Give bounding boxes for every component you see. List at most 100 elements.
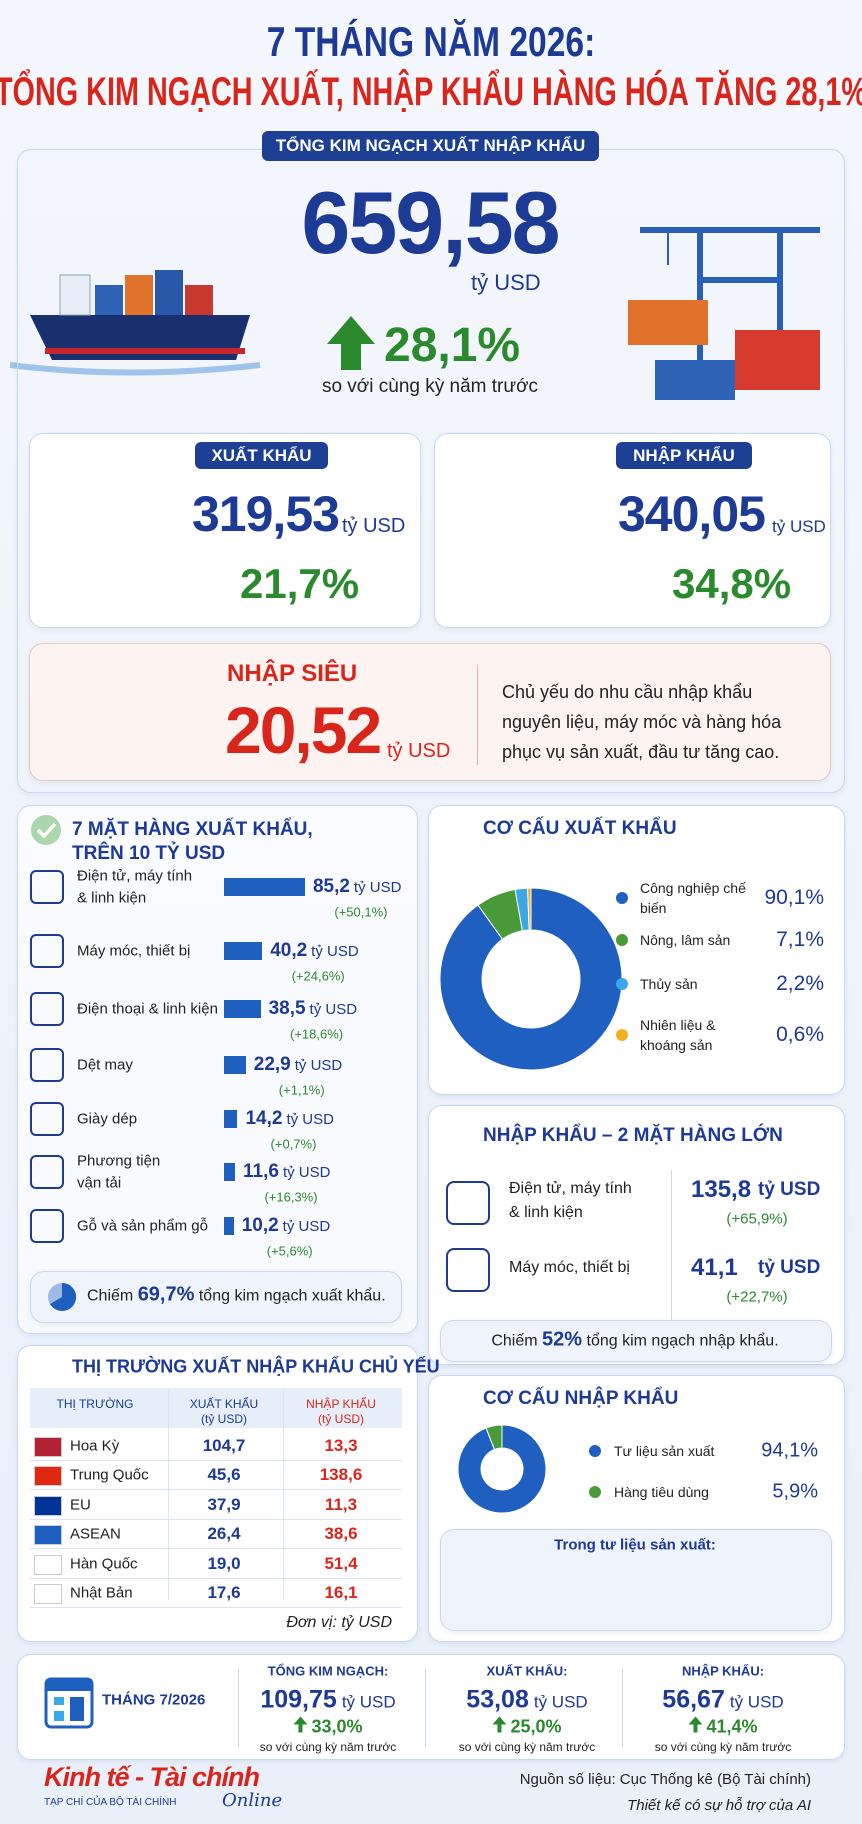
- total-label: TỔNG KIM NGẠCH XUẤT NHẬP KHẨU: [262, 131, 599, 161]
- value-label: 40,2: [270, 940, 308, 961]
- import-unit: tỷ USD: [772, 517, 826, 536]
- item-name: Điện tử, máy tính: [77, 867, 193, 885]
- title-line: 7 MẶT HÀNG XUẤT KHẨU,: [72, 819, 313, 840]
- flag: [34, 1437, 62, 1457]
- item-icon: [30, 1209, 64, 1243]
- share-box: [30, 1271, 402, 1323]
- table-header-cell: (tỷ USD): [201, 1412, 247, 1426]
- july-item-label: TỔNG KIM NGẠCH:: [267, 1663, 389, 1679]
- export-value: 17,6: [207, 1583, 241, 1602]
- item-icon: [446, 1181, 490, 1225]
- col-line: [283, 1390, 284, 1600]
- row-line: [30, 1548, 402, 1550]
- growth: 41,4%: [706, 1716, 758, 1737]
- brand-sub: Online: [222, 1790, 283, 1811]
- import-value: 340,05: [618, 486, 766, 542]
- flag: [34, 1584, 62, 1604]
- value-label: 10,2: [241, 1215, 279, 1236]
- july-item-note: so với cùng kỳ năm trước: [259, 1740, 397, 1754]
- total-note: so với cùng kỳ năm trước: [321, 376, 539, 397]
- item-growth: (+22,7%): [726, 1288, 788, 1306]
- unit: tỷ USD: [282, 1164, 331, 1181]
- item-value: 10,2 tỷ USD: [242, 1215, 331, 1237]
- export-value: 37,9: [207, 1494, 241, 1514]
- july-item-value: 53,08 tỷ USD: [466, 1686, 587, 1715]
- divider: [425, 1668, 426, 1748]
- item-value: 11,6 tỷ USD: [243, 1161, 330, 1183]
- value: 53,08: [466, 1685, 529, 1714]
- import-value: 16,1: [324, 1583, 358, 1602]
- arrow-icon: [688, 1716, 703, 1733]
- ship-icon: [9, 270, 261, 376]
- donut-segment: [485, 1424, 503, 1451]
- market-name: ASEAN: [70, 1525, 121, 1543]
- item-name: vận tải: [77, 1174, 122, 1192]
- value: 109,75: [260, 1685, 337, 1714]
- unit: tỷ USD: [341, 1692, 396, 1712]
- legend-label: Nông, lâm sản: [640, 932, 731, 948]
- market-name: Trung Quốc: [70, 1466, 149, 1484]
- import-value: 51,4: [324, 1553, 358, 1573]
- sub-box: [440, 1529, 832, 1631]
- import-top-title: NHẬP KHẨU – 2 MẶT HÀNG LỚN: [483, 1125, 783, 1146]
- value-label: 85,2: [312, 876, 350, 897]
- credit: Thiết kế có sự hỗ trợ của AI: [627, 1797, 811, 1814]
- item-icon: [30, 934, 64, 968]
- surplus-line: Chủ yếu do nhu cầu nhập khẩu: [502, 682, 753, 702]
- pie-icon: [48, 1282, 77, 1311]
- table-header: [30, 1388, 402, 1428]
- surplus-line: nguyên liệu, máy móc và hàng hóa: [502, 712, 782, 732]
- surplus-line: phục vụ sản xuất, đầu tư tăng cao.: [502, 742, 780, 762]
- item-icon: [30, 1102, 64, 1136]
- legend-label: Hàng tiêu dùng: [614, 1484, 709, 1500]
- legend-value: 7,1%: [776, 928, 824, 951]
- item-name: Gỗ và sản phẩm gỗ: [77, 1217, 208, 1235]
- july-item-label: NHẬP KHẨU:: [681, 1663, 765, 1679]
- legend-value: 0,6%: [776, 1023, 824, 1046]
- item-growth: (+24,6%): [291, 968, 345, 984]
- export-label: XUẤT KHẨU: [195, 442, 328, 469]
- market-name: EU: [70, 1496, 91, 1514]
- divider: [671, 1170, 672, 1320]
- item-name: Phương tiện: [77, 1152, 161, 1170]
- surplus-unit: tỷ USD: [387, 740, 451, 762]
- legend-dot: [616, 934, 628, 946]
- item-icon: [30, 870, 64, 904]
- july-card: [17, 1654, 845, 1760]
- markets-note: Đơn vị: tỷ USD: [286, 1614, 392, 1631]
- total-growth: 28,1%: [384, 319, 521, 372]
- share-value: 52%: [542, 1328, 583, 1351]
- legend-label: Tư liệu sản xuất: [614, 1443, 715, 1459]
- legend-label: Nhiên liệu & khoáng sản: [640, 1017, 716, 1053]
- surplus-label: NHẬP SIÊU: [227, 660, 358, 687]
- container-icon: [655, 360, 735, 400]
- export-value: 26,4: [207, 1524, 241, 1544]
- bar: [224, 942, 263, 960]
- arrow-icon: [293, 1716, 308, 1733]
- july-item-value: 56,67 tỷ USD: [662, 1686, 783, 1715]
- legend-dot: [589, 1445, 601, 1457]
- item-growth: (+5,6%): [266, 1243, 313, 1259]
- container-icon: [628, 300, 708, 345]
- export-structure-title: CƠ CẤU XUẤT KHẨU: [483, 818, 677, 839]
- arrow-icon: [492, 1716, 507, 1733]
- unit: tỷ USD: [729, 1692, 784, 1712]
- flag: [34, 1495, 62, 1516]
- share-text: Chiếm 69,7% tổng kim ngạch xuất khẩu.: [87, 1284, 386, 1307]
- divider: [477, 665, 478, 765]
- item-growth: (+65,9%): [726, 1210, 788, 1228]
- top-exports-card: [17, 805, 418, 1334]
- divider: [238, 1668, 239, 1748]
- surplus-text: Chủ yếu do nhu cầu nhập khẩu nguyên liệu…: [502, 677, 781, 767]
- value-label: 11,6: [243, 1161, 279, 1182]
- sub-title: Trong tư liệu sản xuất:: [554, 1536, 716, 1554]
- import-structure-title: CƠ CẤU NHẬP KHẨU: [483, 1388, 679, 1409]
- container-icon: [735, 330, 820, 390]
- item-growth: (+1,1%): [278, 1082, 325, 1098]
- item-name: Máy móc, thiết bị: [77, 942, 191, 960]
- row-line: [30, 1607, 402, 1608]
- value-label: 22,9: [253, 1054, 291, 1075]
- import-value: 11,3: [324, 1494, 358, 1514]
